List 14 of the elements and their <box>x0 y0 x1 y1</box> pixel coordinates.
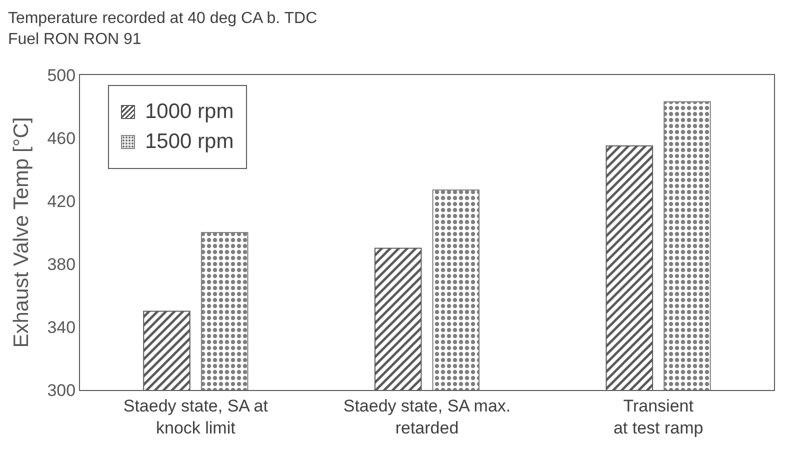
chart-subtitle: Fuel RON RON 91 <box>8 30 142 48</box>
y-tick-label: 420 <box>47 192 76 211</box>
x-tick-label: Staedy state, SA max. retarded <box>343 396 511 438</box>
chart-title: Temperature recorded at 40 deg CA b. TDC <box>8 10 318 27</box>
y-tick-label: 340 <box>47 318 76 337</box>
y-tick-label: 380 <box>47 254 76 274</box>
x-tick-label: Staedy state, SA at knock limit <box>123 396 268 438</box>
legend-label: 1000 rpm <box>145 100 234 124</box>
y-axis-title: Exhaust Valve Temp [°C] <box>10 117 33 348</box>
y-tick-label: 500 <box>47 66 76 85</box>
y-tick-label: 460 <box>47 128 76 148</box>
x-tick-label: Transient at test ramp <box>613 396 704 438</box>
legend-label: 1500 rpm <box>145 130 234 154</box>
y-tick-label: 300 <box>47 380 76 400</box>
